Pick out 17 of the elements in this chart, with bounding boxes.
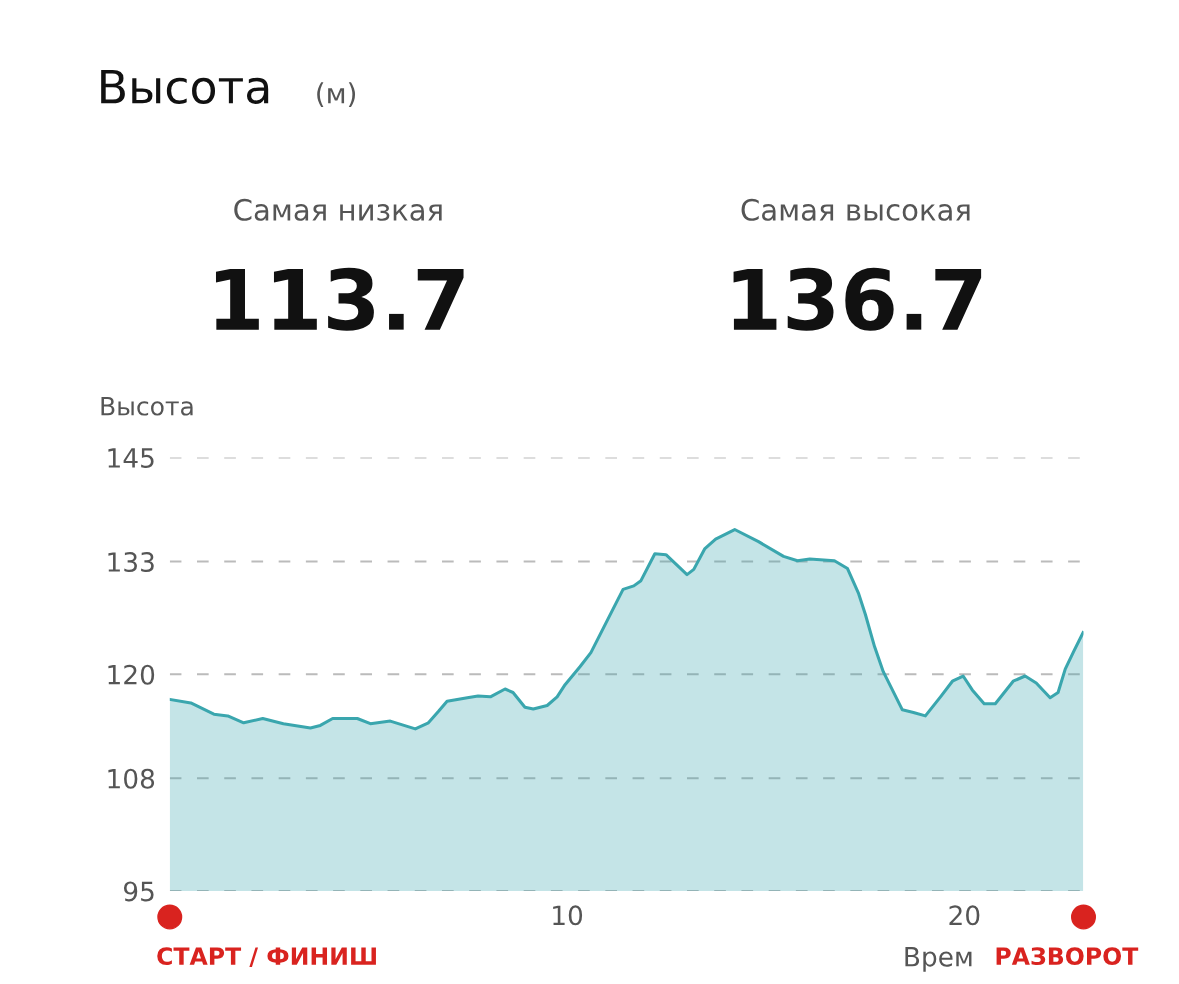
text: 113.7 (215, 267, 464, 331)
y-tick-label: 95 (123, 881, 154, 902)
y-tick-label: 133 (108, 552, 154, 572)
x-tick-label: 10 (553, 905, 583, 926)
chart-subtitle: (м) (317, 82, 356, 107)
y-tick-label: 145 (108, 448, 154, 468)
text: РАЗВОРОТ (996, 947, 1139, 966)
y-tick-label: 108 (108, 768, 155, 789)
text: 136.7 (733, 267, 982, 331)
x-axis-title: Врем (905, 947, 972, 972)
text: Самая низкая (234, 198, 442, 221)
text: Самая высокая (741, 198, 970, 221)
y-axis-title: Высота (101, 397, 193, 416)
chart-title: Высота (101, 69, 269, 104)
x-tick-label: 20 (949, 905, 980, 926)
text: СТАРТ / ФИНИШ (157, 947, 376, 967)
y-tick-label: 120 (108, 664, 155, 685)
